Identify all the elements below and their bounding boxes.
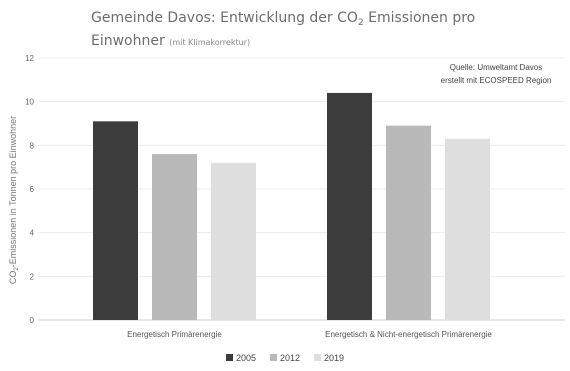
y-tick-label: 2 [30, 272, 35, 281]
y-tick-label: 10 [25, 98, 34, 107]
chart-title-subscript: 2 [358, 18, 364, 28]
bar-2019-1 [211, 162, 256, 320]
legend-swatch-2019 [314, 354, 321, 361]
legend-swatch-2005 [226, 354, 233, 361]
y-axis-label-subscript: 2 [14, 267, 20, 271]
y-axis-label-prefix: CO [8, 271, 18, 285]
chart-title-rest: Emissionen pro [364, 10, 476, 26]
source-line-2: erstellt mit ECOSPEED Region [441, 76, 552, 85]
y-tick-label: 0 [30, 316, 35, 325]
y-tick-label: 12 [25, 54, 34, 63]
bar-2012-1 [152, 154, 197, 320]
chart-title-main: Gemeinde Davos: Entwicklung der CO [91, 10, 358, 26]
y-tick-label: 6 [30, 185, 35, 194]
legend-label-2019: 2019 [324, 353, 344, 363]
y-tick-labels: 0 2 4 6 8 10 12 [25, 54, 34, 325]
y-tick-label: 8 [30, 141, 35, 150]
category-labels: Energetisch Primärenergie Energetisch & N… [127, 330, 492, 339]
y-axis-label: CO2-Emissionen in Tonnen pro Einwohner [8, 116, 20, 284]
y-tick-label: 4 [30, 229, 35, 238]
bar-2019-2 [445, 138, 490, 320]
bar-2012-2 [386, 125, 431, 320]
category-label: Energetisch Primärenergie [127, 330, 222, 339]
legend: 2005 2012 2019 [226, 353, 344, 363]
bars [93, 92, 490, 320]
bar-2005-2 [327, 92, 372, 320]
source-line-1: Quelle: Umweltamt Davos [450, 63, 542, 72]
chart-title-line2: Einwohner (mit Klimakorrektur) [91, 33, 250, 49]
legend-label-2005: 2005 [236, 353, 256, 363]
bar-2005-1 [93, 121, 138, 320]
category-label: Energetisch & Nicht-energetisch Primären… [325, 330, 492, 339]
chart-title: Gemeinde Davos: Entwicklung der CO2 Emis… [91, 10, 475, 28]
legend-swatch-2012 [270, 354, 277, 361]
y-axis-label-rest: -Emissionen in Tonnen pro Einwohner [8, 116, 18, 267]
chart-title-line2-text: Einwohner [91, 33, 165, 49]
chart-title-note: (mit Klimakorrektur) [169, 38, 250, 47]
legend-label-2012: 2012 [280, 353, 300, 363]
